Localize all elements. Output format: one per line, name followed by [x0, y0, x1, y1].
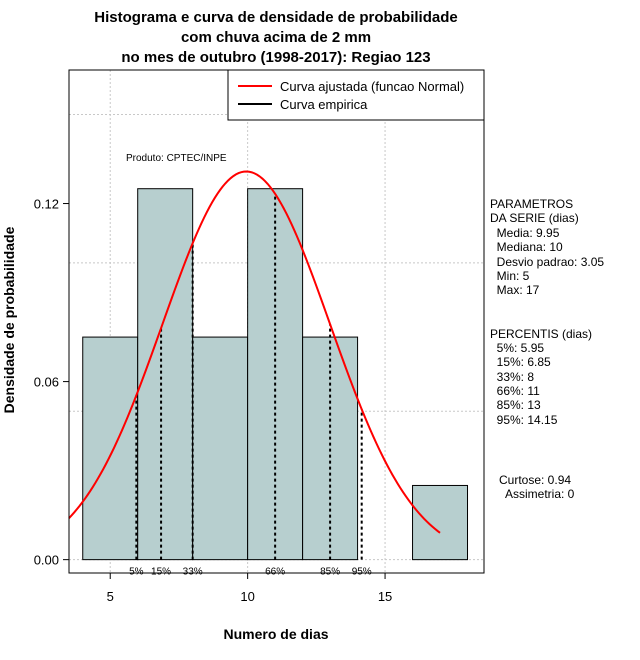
y-tick-label: 0.00	[34, 553, 59, 568]
normal-curve-layer	[68, 170, 441, 534]
histogram-bar	[302, 336, 359, 561]
y-tick-label: 0.06	[34, 375, 59, 390]
x-tick-label: 10	[240, 589, 254, 604]
percentile-label: 95%	[352, 567, 372, 578]
params-line: Desvio padrao: 3.05	[490, 255, 604, 269]
chart-title-line-2: com chuva acima de 2 mm	[181, 29, 371, 46]
axes: 5 10 15 0.00 0.06 0.12	[34, 197, 393, 604]
chart-title-line-1: Histograma e curva de densidade de proba…	[94, 9, 457, 26]
legend-label-empirical: Curva empirica	[280, 97, 368, 112]
y-tick-label: 0.12	[34, 197, 59, 212]
x-tick-label: 5	[107, 589, 114, 604]
percentile-label: 66%	[265, 567, 285, 578]
params-line: Min: 5	[490, 269, 530, 283]
percentis-line: 33%: 8	[490, 370, 534, 384]
params-block: PARAMETROS DA SERIE (dias) Media: 9.95 M…	[490, 197, 604, 297]
skewness-text: Assimetria: 0	[499, 487, 575, 501]
x-tick-label: 15	[378, 589, 392, 604]
chart-title-line-3: no mes de outubro (1998-2017): Regiao 12…	[121, 49, 430, 66]
kurtosis-text: Curtose: 0.94	[499, 473, 571, 487]
percentile-label: 33%	[183, 567, 203, 578]
params-line: DA SERIE (dias)	[490, 211, 579, 225]
percentis-line: 66%: 11	[490, 384, 540, 398]
legend-label-fit: Curva ajustada (funcao Normal)	[280, 79, 464, 94]
params-line: Media: 9.95	[490, 226, 560, 240]
params-line: PARAMETROS	[490, 197, 573, 211]
histogram-bar	[412, 484, 469, 561]
percentis-line: PERCENTIS (dias)	[490, 327, 592, 341]
params-line: Mediana: 10	[490, 240, 563, 254]
percentis-line: 85%: 13	[490, 398, 541, 412]
histogram-bar	[137, 188, 194, 561]
percentile-lines: 5% 15% 33% 66% 85% 95%	[129, 193, 372, 578]
percentile-label: 85%	[320, 567, 340, 578]
y-axis-label: Densidade de probabilidade	[1, 226, 17, 413]
histogram-bar	[192, 336, 249, 561]
shape-block: Curtose: 0.94 Assimetria: 0	[499, 473, 575, 501]
legend-box	[227, 69, 485, 121]
params-line: Max: 17	[490, 283, 540, 297]
x-axis-label: Numero de dias	[223, 626, 328, 642]
percentis-line: 5%: 5.95	[490, 341, 544, 355]
histogram-bar	[82, 336, 139, 561]
normal-curve	[68, 170, 441, 534]
product-annotation: Produto: CPTEC/INPE	[126, 153, 227, 164]
legend: Curva ajustada (funcao Normal) Curva emp…	[227, 69, 485, 121]
percentile-label: 5%	[129, 567, 144, 578]
percentis-block: PERCENTIS (dias) 5%: 5.95 15%: 6.85 33%:…	[490, 327, 592, 427]
percentis-line: 95%: 14.15	[490, 413, 558, 427]
percentis-line: 15%: 6.85	[490, 355, 551, 369]
percentile-label: 15%	[151, 567, 171, 578]
